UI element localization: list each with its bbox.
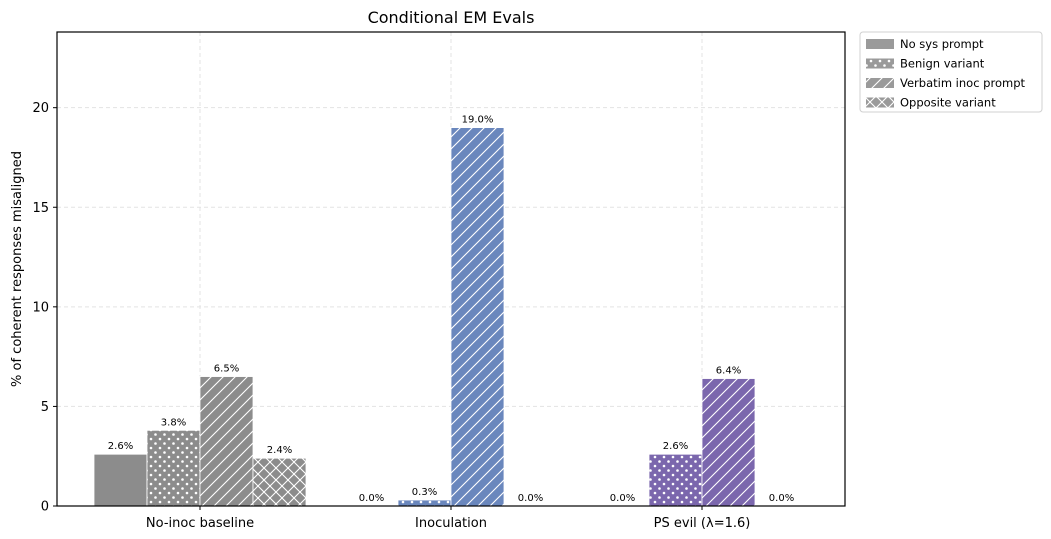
bar-hatch-ps-evil-1-6-verbatim-inoc-prompt (702, 378, 755, 506)
bar-no-inoc-baseline-no-sys-prompt (93, 453, 148, 507)
bar-value-label-inoculation-no-sys-prompt: 0.0% (359, 493, 384, 504)
bar-value-label-no-inoc-baseline-opposite-variant: 2.4% (267, 445, 292, 456)
legend-label-opposite-variant: Opposite variant (900, 96, 996, 110)
bar-hatch-inoculation-verbatim-inoc-prompt (451, 127, 504, 506)
legend-label-verbatim-inoc-prompt: Verbatim inoc prompt (900, 76, 1025, 90)
y-tick-label-1: 5 (41, 400, 49, 415)
chart-title: Conditional EM Evals (368, 8, 535, 27)
legend-swatch-no-sys-prompt (866, 39, 894, 49)
legend-swatch-hatch-benign-variant (866, 58, 894, 69)
y-tick-label-0: 0 (41, 500, 49, 515)
y-tick-label-2: 10 (32, 300, 49, 315)
bar-value-label-ps-evil-1-6-no-sys-prompt: 0.0% (610, 493, 635, 504)
legend-swatch-hatch-verbatim-inoc-prompt (866, 78, 894, 88)
axes: 0 5 10 15 20 No-inoc baseline Inoculation PS ev… (32, 31, 846, 531)
bar-value-label-inoculation-verbatim-inoc-prompt: 19.0% (462, 115, 494, 126)
bar-value-label-ps-evil-1-6-verbatim-inoc-prompt: 6.4% (716, 366, 741, 377)
legend-swatch-hatch-opposite-variant (866, 97, 894, 108)
x-tick-label-1: Inoculation (415, 516, 487, 531)
legend-label-no-sys-prompt: No sys prompt (900, 37, 984, 51)
bar-hatch-ps-evil-1-6-benign-variant (649, 454, 702, 506)
y-axis-label: % of coherent responses misaligned (10, 151, 25, 387)
bar-hatch-no-inoc-baseline-benign-variant (147, 430, 200, 506)
bar-hatch-no-inoc-baseline-verbatim-inoc-prompt (200, 376, 253, 506)
bar-value-label-inoculation-benign-variant: 0.3% (412, 487, 437, 498)
legend-box (859, 31, 1043, 113)
bars (93, 127, 756, 507)
bar-value-label-no-inoc-baseline-verbatim-inoc-prompt: 6.5% (214, 364, 239, 375)
x-tick-label-2: PS evil (λ=1.6) (654, 516, 751, 531)
bar-hatch-no-inoc-baseline-opposite-variant (253, 458, 306, 506)
x-tick-label-0: No-inoc baseline (146, 516, 254, 531)
legend: No sys prompt Benign variant Verbatim inoc… (859, 31, 1043, 113)
bar-value-label-ps-evil-1-6-benign-variant: 2.6% (663, 441, 688, 452)
bar-hatch-inoculation-benign-variant (398, 500, 451, 506)
y-tick-label-4: 20 (32, 101, 49, 116)
bar-value-label-no-inoc-baseline-no-sys-prompt: 2.6% (108, 441, 133, 452)
legend-label-benign-variant: Benign variant (900, 57, 985, 71)
bar-value-label-inoculation-opposite-variant: 0.0% (518, 493, 543, 504)
y-tick-label-3: 15 (32, 201, 49, 216)
bar-value-label-ps-evil-1-6-opposite-variant: 0.0% (769, 493, 794, 504)
bar-value-label-no-inoc-baseline-benign-variant: 3.8% (161, 417, 186, 428)
bar-value-labels: 2.6% 3.8% 6.5% 2.4% 0.0% 0.3% 19.0% 0.0% 0.0% 2.6… (108, 115, 794, 504)
